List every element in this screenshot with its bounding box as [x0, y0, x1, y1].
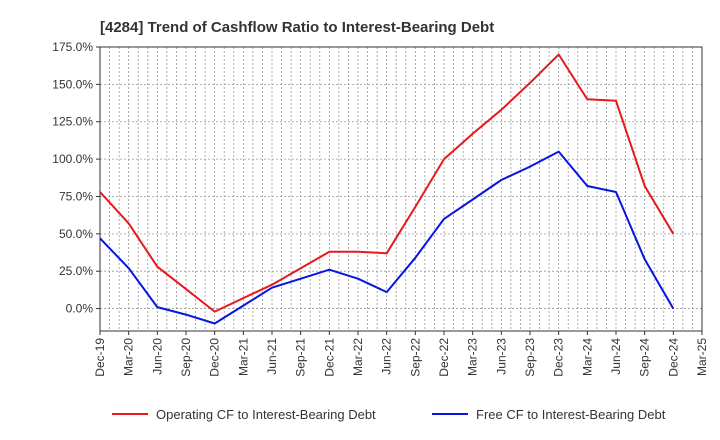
x-tick-label: Dec-23: [552, 338, 566, 377]
legend-label-1: Operating CF to Interest-Bearing Debt: [156, 407, 376, 422]
x-tick-label: Mar-21: [236, 338, 250, 376]
y-tick-label: 50.0%: [59, 227, 93, 241]
x-tick-label: Jun-21: [265, 338, 279, 375]
x-tick-label: Dec-24: [666, 338, 680, 377]
y-axis: 0.0% 25.0% 50.0% 75.0% 100.0% 125.0% 150.0% 175…: [52, 40, 100, 316]
legend-label-2: Free CF to Interest-Bearing Debt: [476, 407, 666, 422]
x-tick-label: Mar-23: [466, 338, 480, 376]
x-tick-label: Dec-22: [437, 338, 451, 377]
x-tick-label: Dec-21: [322, 338, 336, 377]
x-tick-label: Jun-23: [494, 338, 508, 375]
y-tick-label: 75.0%: [59, 189, 93, 203]
y-tick-label: 175.0%: [52, 40, 93, 54]
x-tick-label: Sep-21: [294, 338, 308, 377]
x-tick-label: Jun-22: [380, 338, 394, 375]
x-tick-label: Sep-22: [408, 338, 422, 377]
plot-area: [99, 46, 703, 332]
y-tick-label: 125.0%: [52, 115, 93, 129]
x-tick-label: Sep-24: [638, 338, 652, 377]
x-tick-label: Mar-20: [122, 338, 136, 376]
y-tick-label: 25.0%: [59, 264, 93, 278]
x-tick-label: Mar-22: [351, 338, 365, 376]
series-line-1: [99, 53, 675, 313]
legend: Operating CF to Interest-Bearing Debt Fre…: [112, 407, 666, 422]
chart-title: [4284] Trend of Cashflow Ratio to Intere…: [100, 19, 494, 36]
x-tick-label: Sep-20: [179, 338, 193, 377]
x-tick-label: Mar-25: [695, 338, 709, 376]
x-axis: Dec-19 Mar-20 Jun-20 Sep-20 Dec-20 Mar-21 Jun-…: [93, 331, 709, 377]
x-tick-label: Mar-24: [580, 338, 594, 376]
x-tick-label: Jun-24: [609, 338, 623, 375]
y-tick-label: 0.0%: [66, 302, 94, 316]
y-tick-label: 150.0%: [52, 77, 93, 91]
x-tick-label: Dec-19: [93, 338, 107, 377]
grid-lines: [99, 46, 703, 331]
x-tick-label: Sep-23: [523, 338, 537, 377]
series-line-2: [99, 150, 675, 325]
x-tick-label: Jun-20: [150, 338, 164, 375]
series-lines: [99, 53, 675, 325]
x-tick-label: Dec-20: [208, 338, 222, 377]
y-tick-label: 100.0%: [52, 152, 93, 166]
